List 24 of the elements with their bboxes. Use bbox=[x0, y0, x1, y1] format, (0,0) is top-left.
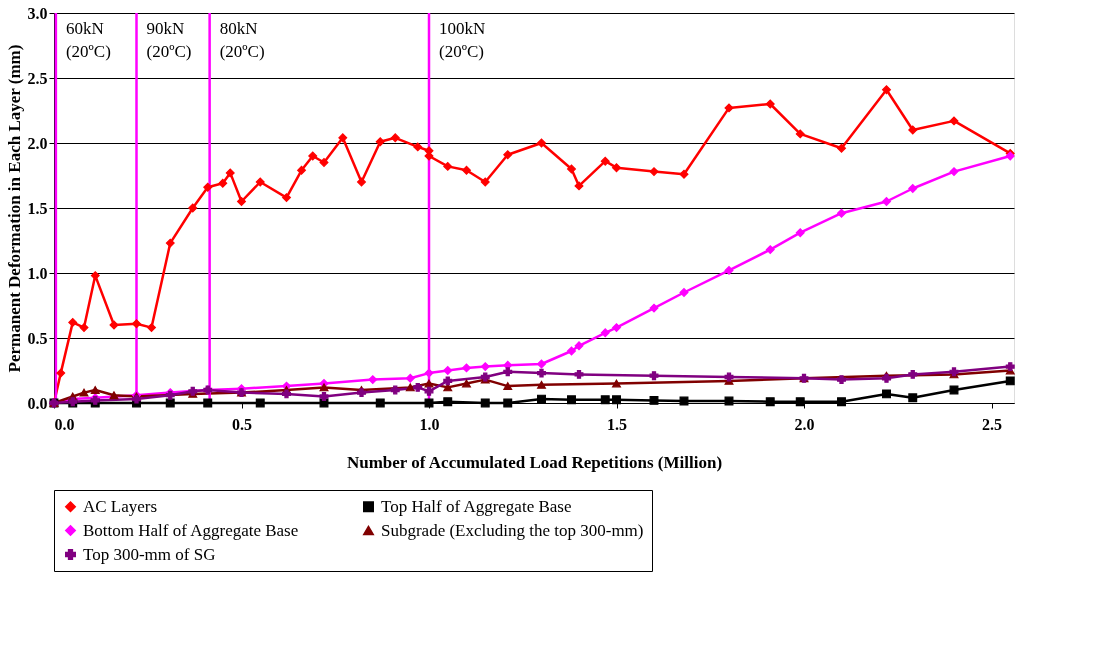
y-tick-label: 0.0 bbox=[27, 394, 48, 412]
x-tick-label: 2.0 bbox=[794, 415, 815, 433]
x-tick-label: 2.5 bbox=[982, 415, 1002, 433]
y-tick-label: 0.5 bbox=[27, 329, 48, 347]
ref-line-label: 80kN (20ºC) bbox=[219, 19, 265, 61]
y-tick-label: 3.0 bbox=[27, 4, 48, 22]
ref-line-label: 60kN (20ºC) bbox=[65, 19, 111, 61]
ref-line-label: 90kN (20ºC) bbox=[146, 19, 192, 61]
x-tick-label: 0.0 bbox=[54, 415, 75, 433]
ref-line-label: 100kN (20ºC) bbox=[439, 19, 486, 61]
legend-label: Bottom Half of Aggregate Base bbox=[83, 520, 299, 540]
y-tick-label: 2.5 bbox=[27, 69, 48, 87]
legend-label: Top Half of Aggregate Base bbox=[381, 496, 572, 516]
legend-label: Subgrade (Excluding the top 300-mm) bbox=[381, 520, 644, 540]
x-tick-label: 0.5 bbox=[232, 415, 252, 433]
y-tick-label: 1.0 bbox=[27, 264, 48, 282]
legend-label: Top 300-mm of SG bbox=[83, 544, 216, 564]
y-tick-label: 2.0 bbox=[27, 134, 48, 152]
x-axis-title: Number of Accumulated Load Repetitions (Million) bbox=[346, 452, 723, 472]
x-tick-label: 1.0 bbox=[419, 415, 440, 433]
legend-label: AC Layers bbox=[83, 496, 158, 516]
y-tick-label: 1.5 bbox=[27, 199, 48, 217]
x-tick-label: 1.5 bbox=[607, 415, 627, 433]
y-axis-title: Permanent Deformation in Each Layer (mm) bbox=[4, 44, 24, 373]
